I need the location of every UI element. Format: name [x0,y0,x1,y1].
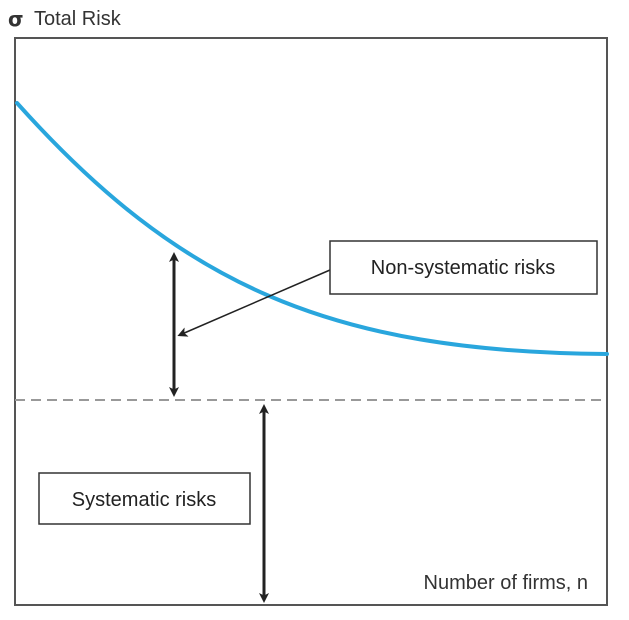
sigma-symbol: σ [8,7,24,31]
total-risk-curve [15,101,609,356]
plot-frame [14,37,608,606]
systematic-label-box [38,472,251,525]
y-axis-label: Total Risk [34,8,122,30]
non-systematic-label: Non-systematic risks [371,257,555,279]
pointer-arrow [177,269,331,337]
systematic-label: Systematic risks [72,489,216,511]
x-axis-label: Number of firms, n [424,572,588,594]
non-systematic-label-box [329,240,598,295]
